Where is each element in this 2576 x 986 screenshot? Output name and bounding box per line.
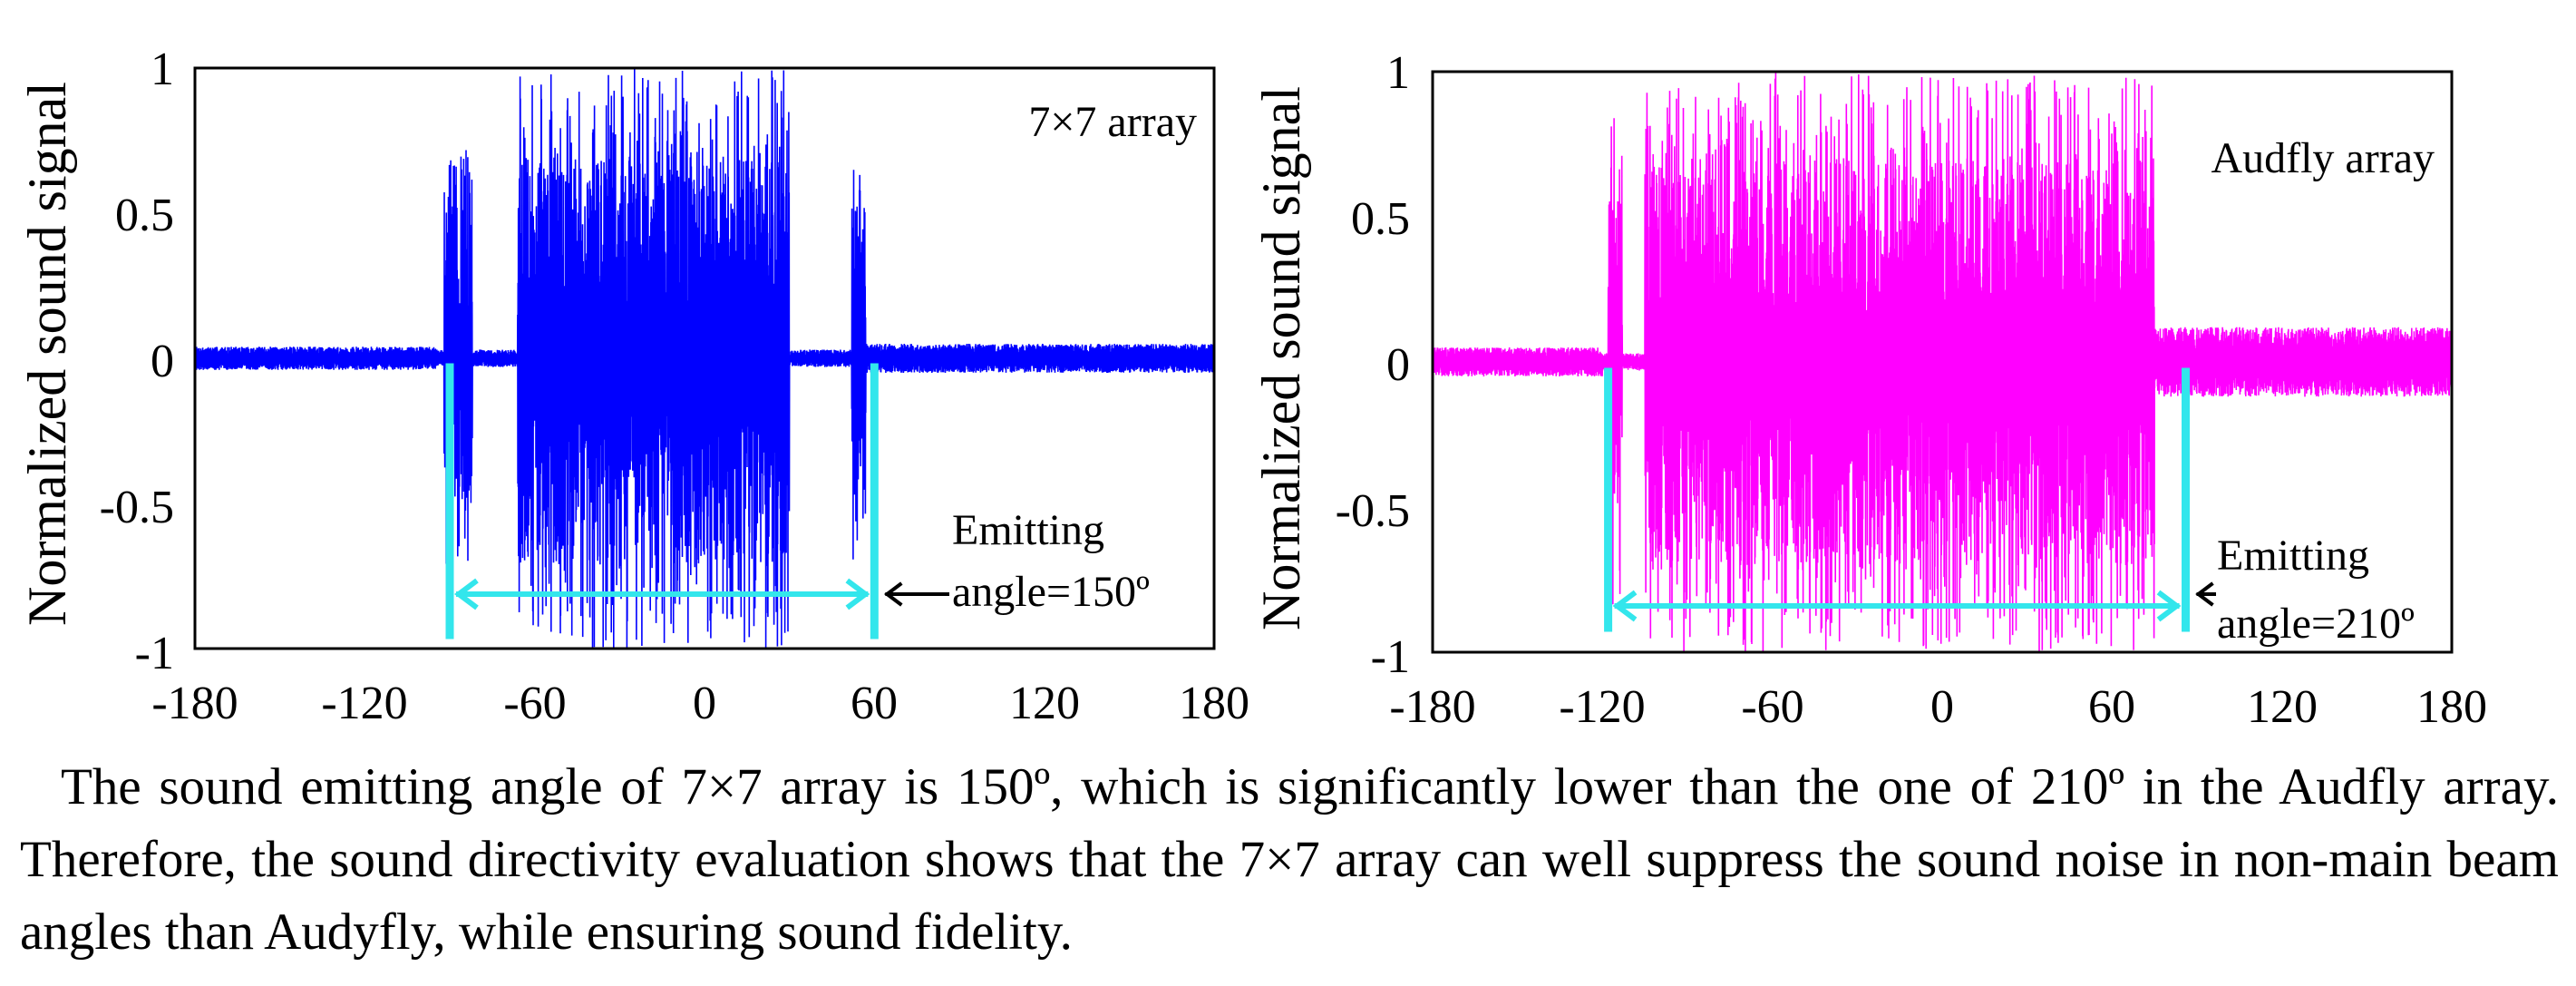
x-tick-label: 180: [2416, 681, 2487, 733]
emitting-span-arrowhead-left: [1612, 590, 1638, 622]
x-tick-label: -60: [1741, 681, 1803, 733]
x-tick-label: 120: [2247, 681, 2318, 733]
x-tick-label: -60: [503, 678, 566, 729]
x-tick-label: 60: [2088, 681, 2135, 733]
emitting-text: Emitting: [2217, 532, 2369, 580]
plot-area: [194, 68, 1215, 649]
y-tick-label: 0.5: [115, 190, 174, 241]
y-tick-label: -0.5: [100, 482, 174, 533]
x-tick-label: -120: [321, 678, 407, 729]
axes-box: [193, 66, 1216, 650]
emitting-angle-text: angle=210º: [2217, 600, 2415, 648]
x-tick-label: 0: [693, 678, 716, 729]
chart-left: Normalized sound signal 1 0.5 0 -0.5 -1 …: [17, 44, 1249, 729]
x-tick-label: 0: [1930, 681, 1954, 733]
x-tick-label: 60: [851, 678, 898, 729]
series-line: [194, 68, 1215, 649]
y-tick-label: -0.5: [1336, 485, 1410, 537]
emitting-span-arrowhead-left: [454, 578, 479, 610]
emitting-span-arrowhead-right: [2156, 590, 2182, 622]
chart-right: Normalized sound signal 1 0.5 0 -0.5 -1 …: [1251, 47, 2487, 733]
figure: Normalized sound signal 1 0.5 0 -0.5 -1 …: [17, 44, 2487, 733]
y-tick-label: -1: [135, 628, 174, 679]
y-tick-label: -1: [1371, 631, 1410, 683]
series-label: 7×7 array: [1028, 98, 1197, 146]
y-tick-label: 1: [1386, 47, 1410, 99]
y-tick-label: 0: [1386, 339, 1410, 391]
emitting-text: Emitting: [952, 506, 1104, 554]
y-axis-label: Normalized sound signal: [1251, 86, 1311, 630]
x-tick-label: -120: [1559, 681, 1645, 733]
y-axis-label: Normalized sound signal: [17, 82, 77, 626]
series-label: Audfly array: [2211, 134, 2435, 182]
y-tick-label: 0: [151, 336, 174, 387]
series-line: [1432, 72, 2453, 652]
emitting-angle-annotation: [445, 363, 949, 639]
y-tick-label: 1: [151, 44, 174, 95]
x-tick-label: -180: [151, 678, 238, 729]
caption: The sound emitting angle of 7×7 array is…: [20, 758, 2559, 961]
emitting-angle-text: angle=150º: [952, 568, 1150, 616]
x-tick-label: -180: [1389, 681, 1475, 733]
axes-box: [1431, 70, 2454, 654]
y-tick-label: 0.5: [1351, 193, 1410, 245]
x-tick-label: 120: [1009, 678, 1080, 729]
emitting-span-arrowhead-right: [845, 578, 870, 610]
plot-area: [1432, 72, 2453, 652]
pointer-arrowhead: [883, 581, 903, 607]
x-tick-label: 180: [1179, 678, 1249, 729]
emitting-angle-annotation: [1604, 367, 2216, 632]
pointer-arrowhead: [2195, 581, 2214, 607]
